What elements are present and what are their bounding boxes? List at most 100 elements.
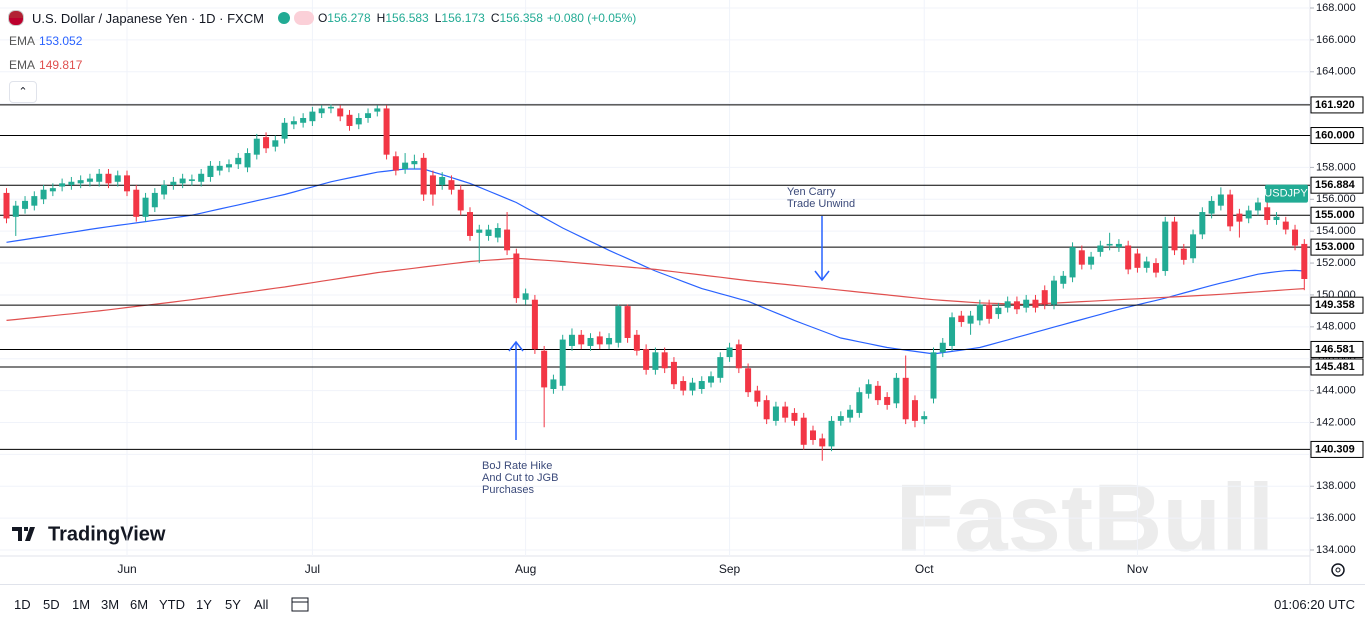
candle-body [531, 299, 538, 350]
candle-body [976, 304, 983, 321]
x-tick-label: Oct [915, 562, 934, 576]
level-label: 155.000 [1315, 209, 1355, 221]
range-button[interactable]: 5D [43, 597, 60, 612]
candle [179, 173, 186, 189]
range-button[interactable]: 1M [72, 597, 91, 612]
candle-body [12, 205, 19, 217]
candle [105, 169, 112, 189]
ohlc-label: H [376, 11, 386, 25]
candle [596, 331, 603, 350]
candle-body [578, 334, 585, 345]
level-label-box [1310, 296, 1364, 314]
candle-body [429, 175, 436, 195]
candle [124, 170, 131, 197]
candle [1013, 296, 1020, 315]
logo: TradingView [12, 523, 166, 545]
candle-body [448, 180, 455, 190]
ohlc-item: L156.173 [435, 11, 485, 25]
candle-body [290, 121, 297, 125]
ohlc-value: 156.278 [327, 11, 371, 25]
candle-body [374, 108, 381, 112]
range-button[interactable]: 1Y [196, 597, 212, 612]
candle-body [596, 336, 603, 345]
ohlc-value: 156.358 [499, 11, 543, 25]
candle-body [939, 342, 946, 353]
alert-badge [293, 11, 314, 25]
candle [1292, 224, 1299, 251]
ohlc-label: L [434, 11, 442, 25]
range-button[interactable]: YTD [159, 597, 185, 612]
candle-body [698, 381, 705, 389]
indicator-value: 149.817 [39, 58, 83, 72]
x-tick-label: Sep [719, 562, 741, 576]
candle-body [995, 307, 1002, 315]
range-button[interactable]: All [254, 597, 269, 612]
candle-body [670, 361, 677, 385]
indicator-name: EMA [9, 58, 36, 72]
price-label: USDJPY [1264, 187, 1308, 199]
candle [467, 207, 473, 241]
grid [0, 0, 1310, 556]
x-tick-label: Aug [515, 562, 536, 576]
annotation-text: BoJ Rate Hike [482, 460, 552, 472]
range-button[interactable]: 1D [14, 597, 31, 612]
candle-body [244, 153, 251, 168]
candle [96, 169, 103, 187]
candle [3, 188, 10, 224]
indicator-value: 153.052 [39, 34, 83, 48]
candle-body [726, 347, 733, 358]
candle-body [1171, 221, 1178, 251]
candle [114, 170, 121, 187]
candle-body [782, 406, 789, 418]
candle-body [411, 161, 418, 165]
candle-body [188, 179, 195, 181]
candle-body [494, 227, 501, 238]
candle-body [1217, 194, 1224, 206]
range-button[interactable]: 6M [130, 597, 149, 612]
candle-body [170, 181, 177, 185]
y-tick-label: 166.000 [1316, 34, 1356, 46]
symbol-title: U.S. Dollar / Japanese Yen · 1D · FXCM [32, 10, 264, 26]
candle [754, 385, 761, 407]
settings-icon[interactable] [1331, 563, 1345, 577]
candle [949, 312, 956, 351]
candle [1032, 294, 1039, 313]
candle [976, 299, 983, 326]
candle-body [911, 400, 918, 421]
candle-body [476, 229, 483, 233]
candle [633, 330, 640, 356]
candle-body [958, 315, 965, 323]
change: +0.080 (+0.05%) [546, 11, 637, 25]
range-button[interactable]: 3M [101, 597, 120, 612]
candle-body [1023, 299, 1030, 308]
candle-body [1199, 212, 1206, 235]
candle [1041, 285, 1048, 310]
candle [170, 176, 177, 190]
candle [309, 106, 316, 126]
candle [726, 342, 733, 362]
candle-body [967, 315, 974, 324]
level-label: 161.920 [1315, 99, 1355, 111]
candle [225, 159, 232, 173]
candle-body [522, 293, 529, 300]
collapse-button[interactable]: ⌃ [9, 81, 37, 103]
candle-body [392, 156, 399, 171]
y-tick-label: 154.000 [1316, 225, 1356, 237]
annotation-text: Purchases [482, 484, 534, 496]
candle [680, 376, 687, 396]
candle-body [198, 173, 205, 182]
candle-body [1078, 250, 1085, 265]
y-tick-label: 144.000 [1316, 384, 1356, 396]
candle-body [735, 344, 742, 369]
date-range-icon[interactable] [290, 595, 310, 613]
candle [550, 374, 557, 394]
candle [531, 294, 538, 354]
candle [318, 105, 325, 118]
range-button[interactable]: 5Y [225, 597, 241, 612]
candle [133, 184, 140, 222]
candle-body [263, 137, 270, 149]
y-tick-label: 136.000 [1316, 512, 1356, 524]
candle-body [1254, 202, 1261, 211]
level-label: 156.884 [1315, 179, 1356, 191]
